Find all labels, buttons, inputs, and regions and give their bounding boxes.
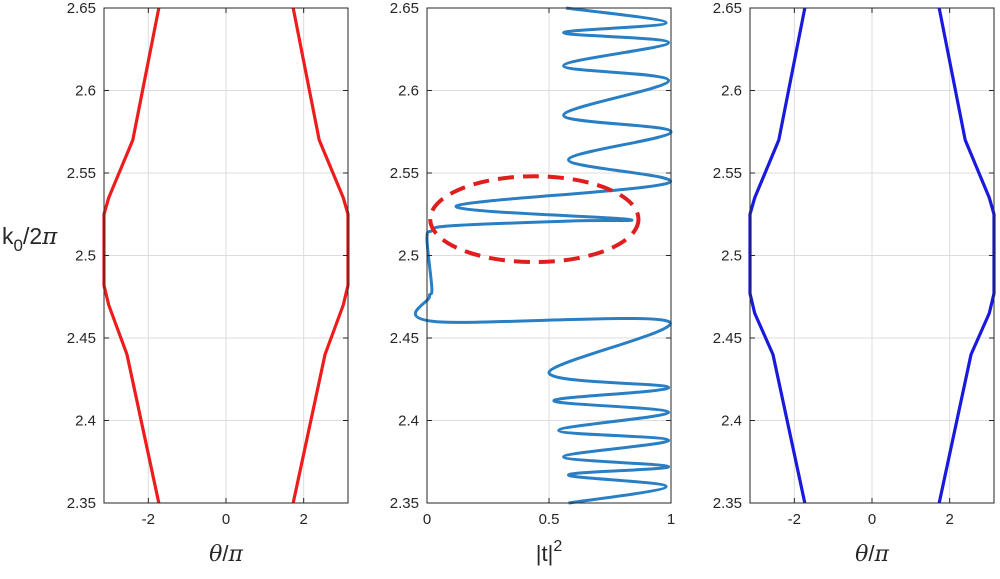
y-tick-label: 2.5: [721, 248, 742, 265]
y-tick-label: 2.35: [713, 495, 742, 512]
y-tick-label: 2.5: [75, 248, 96, 265]
y-tick-label: 2.65: [713, 0, 742, 17]
x-axis-label-middle: |t|2: [536, 538, 563, 566]
x-tick-label: 2: [299, 511, 307, 528]
panel-left: -2 0 2 2.35 2.4 2.45 2.5 2.55 2.6 2.65 θ/π k0/2π: [2, 0, 350, 567]
y-tick-label: 2.6: [721, 83, 742, 100]
x-tick-label: 2: [945, 511, 953, 528]
x-axis-label-left: θ/π: [209, 541, 243, 567]
x-tick-label: 1: [667, 511, 675, 528]
x-tick-label: 0: [868, 511, 876, 528]
y-axis-label: k0/2π: [2, 223, 58, 255]
grid-middle: [426, 7, 672, 504]
y-tick-label: 2.35: [67, 495, 96, 512]
grid-right: [750, 7, 994, 504]
y-tick-label: 2.5: [398, 248, 419, 265]
y-tick-label: 2.55: [67, 165, 96, 182]
y-tick-label: 2.45: [713, 330, 742, 347]
x-tick-label: 0: [222, 511, 230, 528]
panel-middle: 0 0.5 1 2.35 2.4 2.45 2.5 2.55 2.6 2.65 |t|2: [390, 0, 675, 566]
panel-right: -2 0 2 2.35 2.4 2.45 2.5 2.55 2.6 2.65 θ/π: [713, 0, 996, 567]
y-tick-label: 2.6: [398, 83, 419, 100]
x-tick-label: -2: [142, 511, 155, 528]
y-tick-label: 2.65: [390, 0, 419, 17]
y-tick-label: 2.6: [75, 83, 96, 100]
x-axis-label-right: θ/π: [855, 541, 889, 567]
x-tick-label: 0: [423, 511, 431, 528]
y-tick-label: 2.4: [721, 413, 742, 430]
grid-left: [104, 7, 348, 504]
y-tick-label: 2.45: [390, 330, 419, 347]
x-tick-label: 0.5: [539, 511, 560, 528]
y-tick-label: 2.55: [390, 165, 419, 182]
y-tick-label: 2.45: [67, 330, 96, 347]
y-tick-label: 2.4: [398, 413, 419, 430]
y-tick-label: 2.55: [713, 165, 742, 182]
dashed-ellipse-annotation: [428, 174, 641, 265]
x-tick-label: -2: [788, 511, 801, 528]
y-tick-label: 2.65: [67, 0, 96, 17]
y-tick-label: 2.4: [75, 413, 96, 430]
y-tick-label: 2.35: [390, 495, 419, 512]
